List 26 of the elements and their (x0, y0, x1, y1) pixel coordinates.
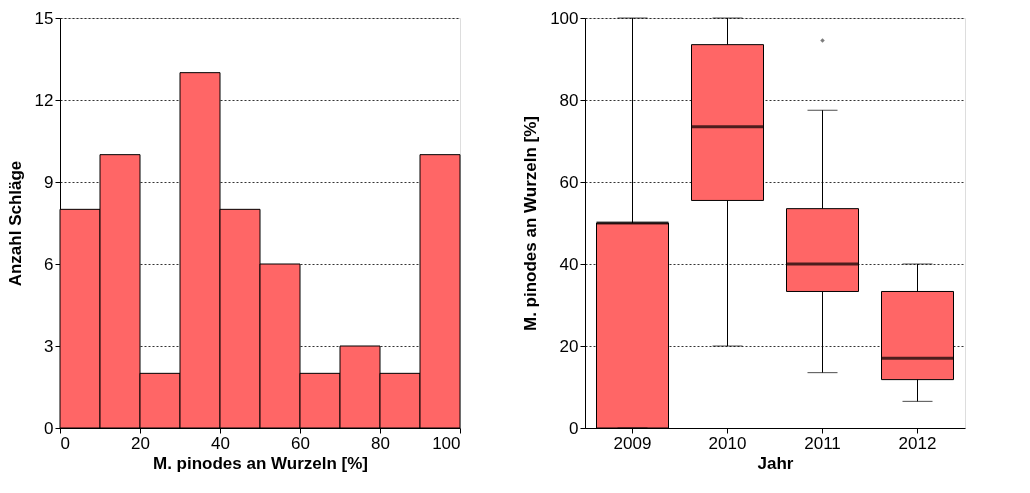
y-tick-label: 0 (44, 418, 54, 438)
y-tick-label: 6 (44, 254, 54, 274)
x-axis-title: M. pinodes an Wurzeln [%] (152, 453, 369, 473)
x-tick-label: 2010 (708, 433, 747, 453)
y-tick-label: 15 (34, 8, 54, 28)
y-tick-label: 9 (44, 172, 54, 192)
x-tick-label: 2011 (804, 433, 841, 453)
y-tick-label: 40 (559, 254, 579, 274)
y-tick-label: 80 (559, 90, 579, 110)
x-axis-title: Jahr (757, 453, 794, 473)
x-tick-label: 2009 (613, 433, 652, 453)
y-tick-label: 0 (569, 418, 579, 438)
y-tick-label: 100 (550, 8, 579, 28)
x-tick-label: 20 (131, 433, 150, 453)
x-tick-label: 60 (291, 433, 310, 453)
y-tick-label: 60 (559, 172, 579, 192)
y-axis-title: Anzahl Schläge (5, 160, 25, 287)
x-tick-label: 100 (432, 433, 461, 453)
x-tick-label: 0 (60, 433, 70, 453)
x-tick-label: 80 (371, 433, 390, 453)
x-tick-label: 2012 (898, 433, 937, 453)
y-tick-label: 12 (34, 90, 54, 110)
y-axis-title: M. pinodes an Wurzeln [%] (521, 115, 541, 332)
y-tick-label: 20 (559, 336, 579, 356)
y-tick-label: 3 (44, 336, 54, 356)
x-tick-label: 40 (211, 433, 230, 453)
